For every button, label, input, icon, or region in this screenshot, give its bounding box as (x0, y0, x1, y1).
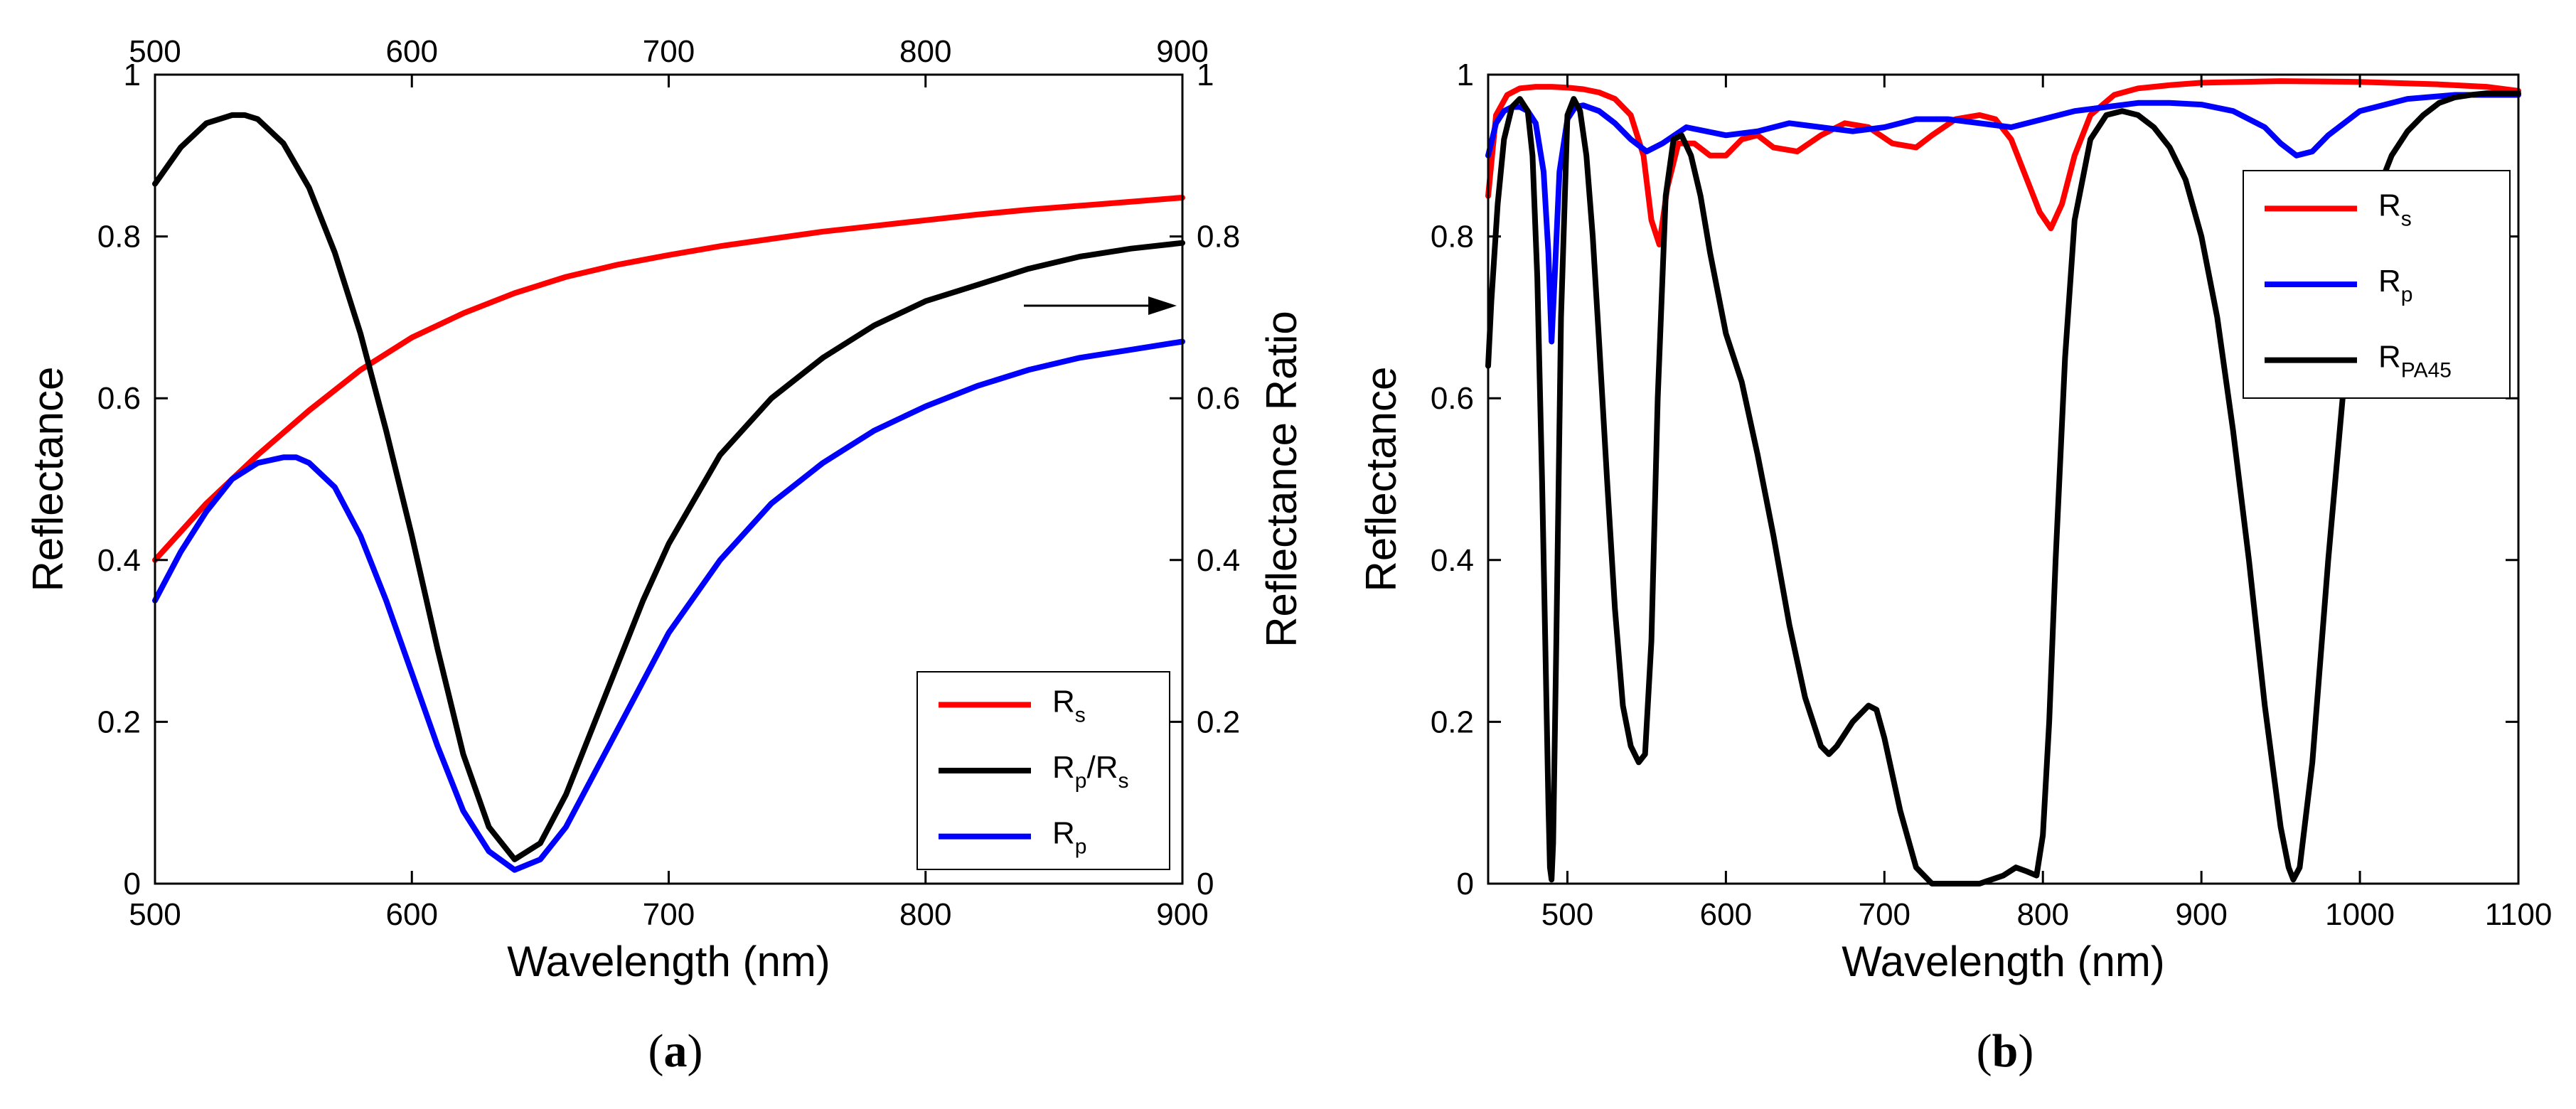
y-tick-label: 1 (1457, 58, 1474, 92)
top-x-tick-label: 500 (129, 34, 181, 69)
x-axis-label: Wavelength (nm) (507, 938, 830, 985)
x-tick-label: 800 (2017, 897, 2069, 932)
y-tick-label: 0.6 (1431, 381, 1474, 416)
y-tick-label: 0.4 (1431, 543, 1474, 578)
panel-label: (a) (648, 1025, 703, 1077)
series-line-rprs (152, 112, 1185, 862)
legend-label-rp: Rp (2378, 264, 2412, 306)
top-x-tick-label: 900 (1156, 34, 1208, 69)
x-tick-label: 500 (1541, 897, 1593, 932)
panel-label: (b) (1977, 1025, 2034, 1077)
legend-label-rpa45: RPA45 (2378, 340, 2452, 382)
chart-panel-b: 500 600 700 800 900 1000 1100 0 0.2 0.4 0.6 0.8 1 Wav… (1357, 58, 2552, 1077)
top-x-tick-label: 600 (386, 34, 438, 69)
y-tick-label: 0.8 (97, 220, 141, 255)
y-tick-label: 0.4 (97, 543, 141, 578)
legend-label-rprs: Rp/Rs (1052, 750, 1128, 793)
right-y-tick-label: 0.2 (1197, 704, 1240, 739)
x-tick-label: 700 (643, 897, 695, 932)
series-line-rp (1485, 92, 2521, 345)
legend-label-rs: Rs (2378, 188, 2412, 230)
series-line-rs (152, 195, 1185, 563)
y-tick-label: 0 (1457, 867, 1474, 901)
x-tick-label: 900 (2175, 897, 2227, 932)
y-axis-label: Reflectance (24, 367, 72, 592)
annotation-arrow-head (1148, 296, 1177, 315)
series-line-rp (152, 338, 1185, 873)
legend-label-rs: Rs (1052, 684, 1086, 727)
x-axis-label: Wavelength (nm) (1842, 938, 2165, 985)
right-y-tick-label: 0.8 (1197, 220, 1240, 255)
x-tick-label: 600 (1700, 897, 1752, 932)
y-tick-label: 0.6 (97, 381, 141, 416)
right-y-tick-label: 0.4 (1197, 543, 1240, 578)
x-tick-label: 1100 (2485, 897, 2553, 932)
x-tick-label: 1000 (2325, 897, 2395, 932)
y-tick-label: 0.2 (1431, 704, 1474, 739)
top-x-tick-label: 800 (899, 34, 951, 69)
legend: Rs Rp RPA45 (2243, 170, 2511, 399)
x-tick-label: 700 (1859, 897, 1910, 932)
y-axis-label: Reflectance (1357, 367, 1405, 592)
series-line-rpa45 (1485, 90, 2521, 886)
x-tick-label: 800 (899, 897, 951, 932)
y-tick-label: 0.8 (1431, 220, 1474, 255)
top-x-tick-label: 700 (643, 34, 695, 69)
right-y-tick-label: 1 (1197, 58, 1214, 92)
x-tick-label: 500 (129, 897, 181, 932)
legend-label-rp: Rp (1052, 816, 1086, 859)
right-y-tick-label: 0.6 (1197, 381, 1240, 416)
plot-frame (1487, 73, 2520, 885)
y-tick-label: 0 (124, 867, 141, 901)
y-tick-label: 0.2 (97, 704, 141, 739)
x-tick-label: 600 (386, 897, 438, 932)
right-y-tick-label: 0 (1197, 867, 1214, 901)
right-y-axis-label: Reflectance Ratio (1258, 311, 1305, 648)
x-tick-label: 900 (1156, 897, 1208, 932)
y-tick-label: 1 (124, 58, 141, 92)
legend: Rs Rp/Rs Rp (916, 671, 1170, 870)
